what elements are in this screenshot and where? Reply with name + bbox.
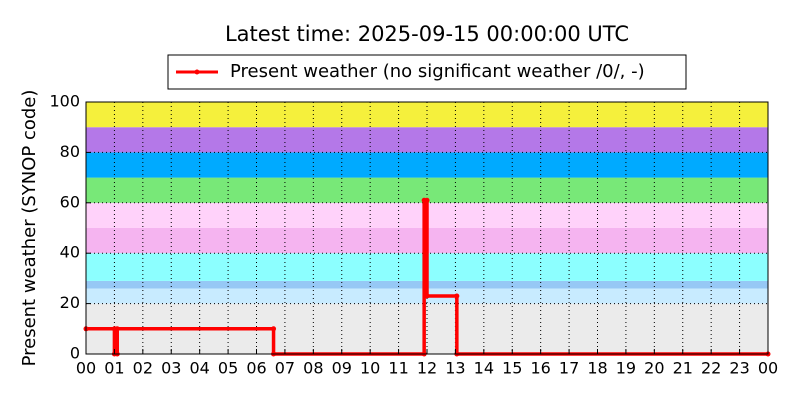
x-tick-label: 00 — [76, 359, 96, 378]
x-tick-label: 17 — [559, 359, 579, 378]
x-tick-label: 20 — [644, 359, 664, 378]
x-tick-label: 06 — [246, 359, 266, 378]
x-tick-label: 23 — [729, 359, 749, 378]
x-tick-label: 02 — [133, 359, 153, 378]
band — [86, 152, 768, 178]
legend-box — [167, 54, 687, 90]
y-tick-label: 0 — [70, 344, 80, 363]
y-axis-label: Present weather (SYNOP code) — [19, 90, 40, 367]
x-tick-label: 16 — [530, 359, 550, 378]
x-tick-label: 05 — [218, 359, 238, 378]
x-tick-label: 18 — [587, 359, 607, 378]
band — [86, 127, 768, 153]
y-tick-label: 80 — [60, 142, 80, 161]
x-tick-label: 09 — [332, 359, 352, 378]
x-tick-label: 11 — [388, 359, 408, 378]
point — [454, 293, 460, 299]
x-tick-label: 22 — [701, 359, 721, 378]
x-tick-label: 07 — [275, 359, 295, 378]
y-tick-label: 20 — [60, 293, 80, 312]
x-tick-label: 12 — [417, 359, 437, 378]
x-tick-label: 03 — [161, 359, 181, 378]
x-tick-label: 19 — [616, 359, 636, 378]
point — [114, 326, 120, 332]
x-tick-label: 15 — [502, 359, 522, 378]
x-tick-label: 01 — [104, 359, 124, 378]
point — [424, 197, 430, 203]
x-tick-label: 04 — [189, 359, 209, 378]
x-tick-label: 00 — [758, 359, 778, 378]
point — [271, 326, 277, 332]
point — [424, 293, 430, 299]
legend-label: Present weather (no significant weather … — [230, 61, 645, 82]
y-tick-label: 100 — [49, 92, 80, 111]
x-tick-label: 13 — [445, 359, 465, 378]
y-tick-label: 60 — [60, 192, 80, 211]
y-tick-label: 40 — [60, 243, 80, 262]
chart-title: Latest time: 2025-09-15 00:00:00 UTC — [225, 22, 629, 46]
x-tick-label: 14 — [474, 359, 494, 378]
legend-marker — [194, 69, 200, 75]
axes: 0 20 40 60 80 100 00 01 02 03 04 05 06 07 08 09 10 11 12 13… — [49, 92, 778, 378]
x-tick-label: 10 — [360, 359, 380, 378]
legend: Present weather (no significant weather … — [176, 61, 645, 82]
x-tick-label: 08 — [303, 359, 323, 378]
x-tick-label: 21 — [673, 359, 693, 378]
